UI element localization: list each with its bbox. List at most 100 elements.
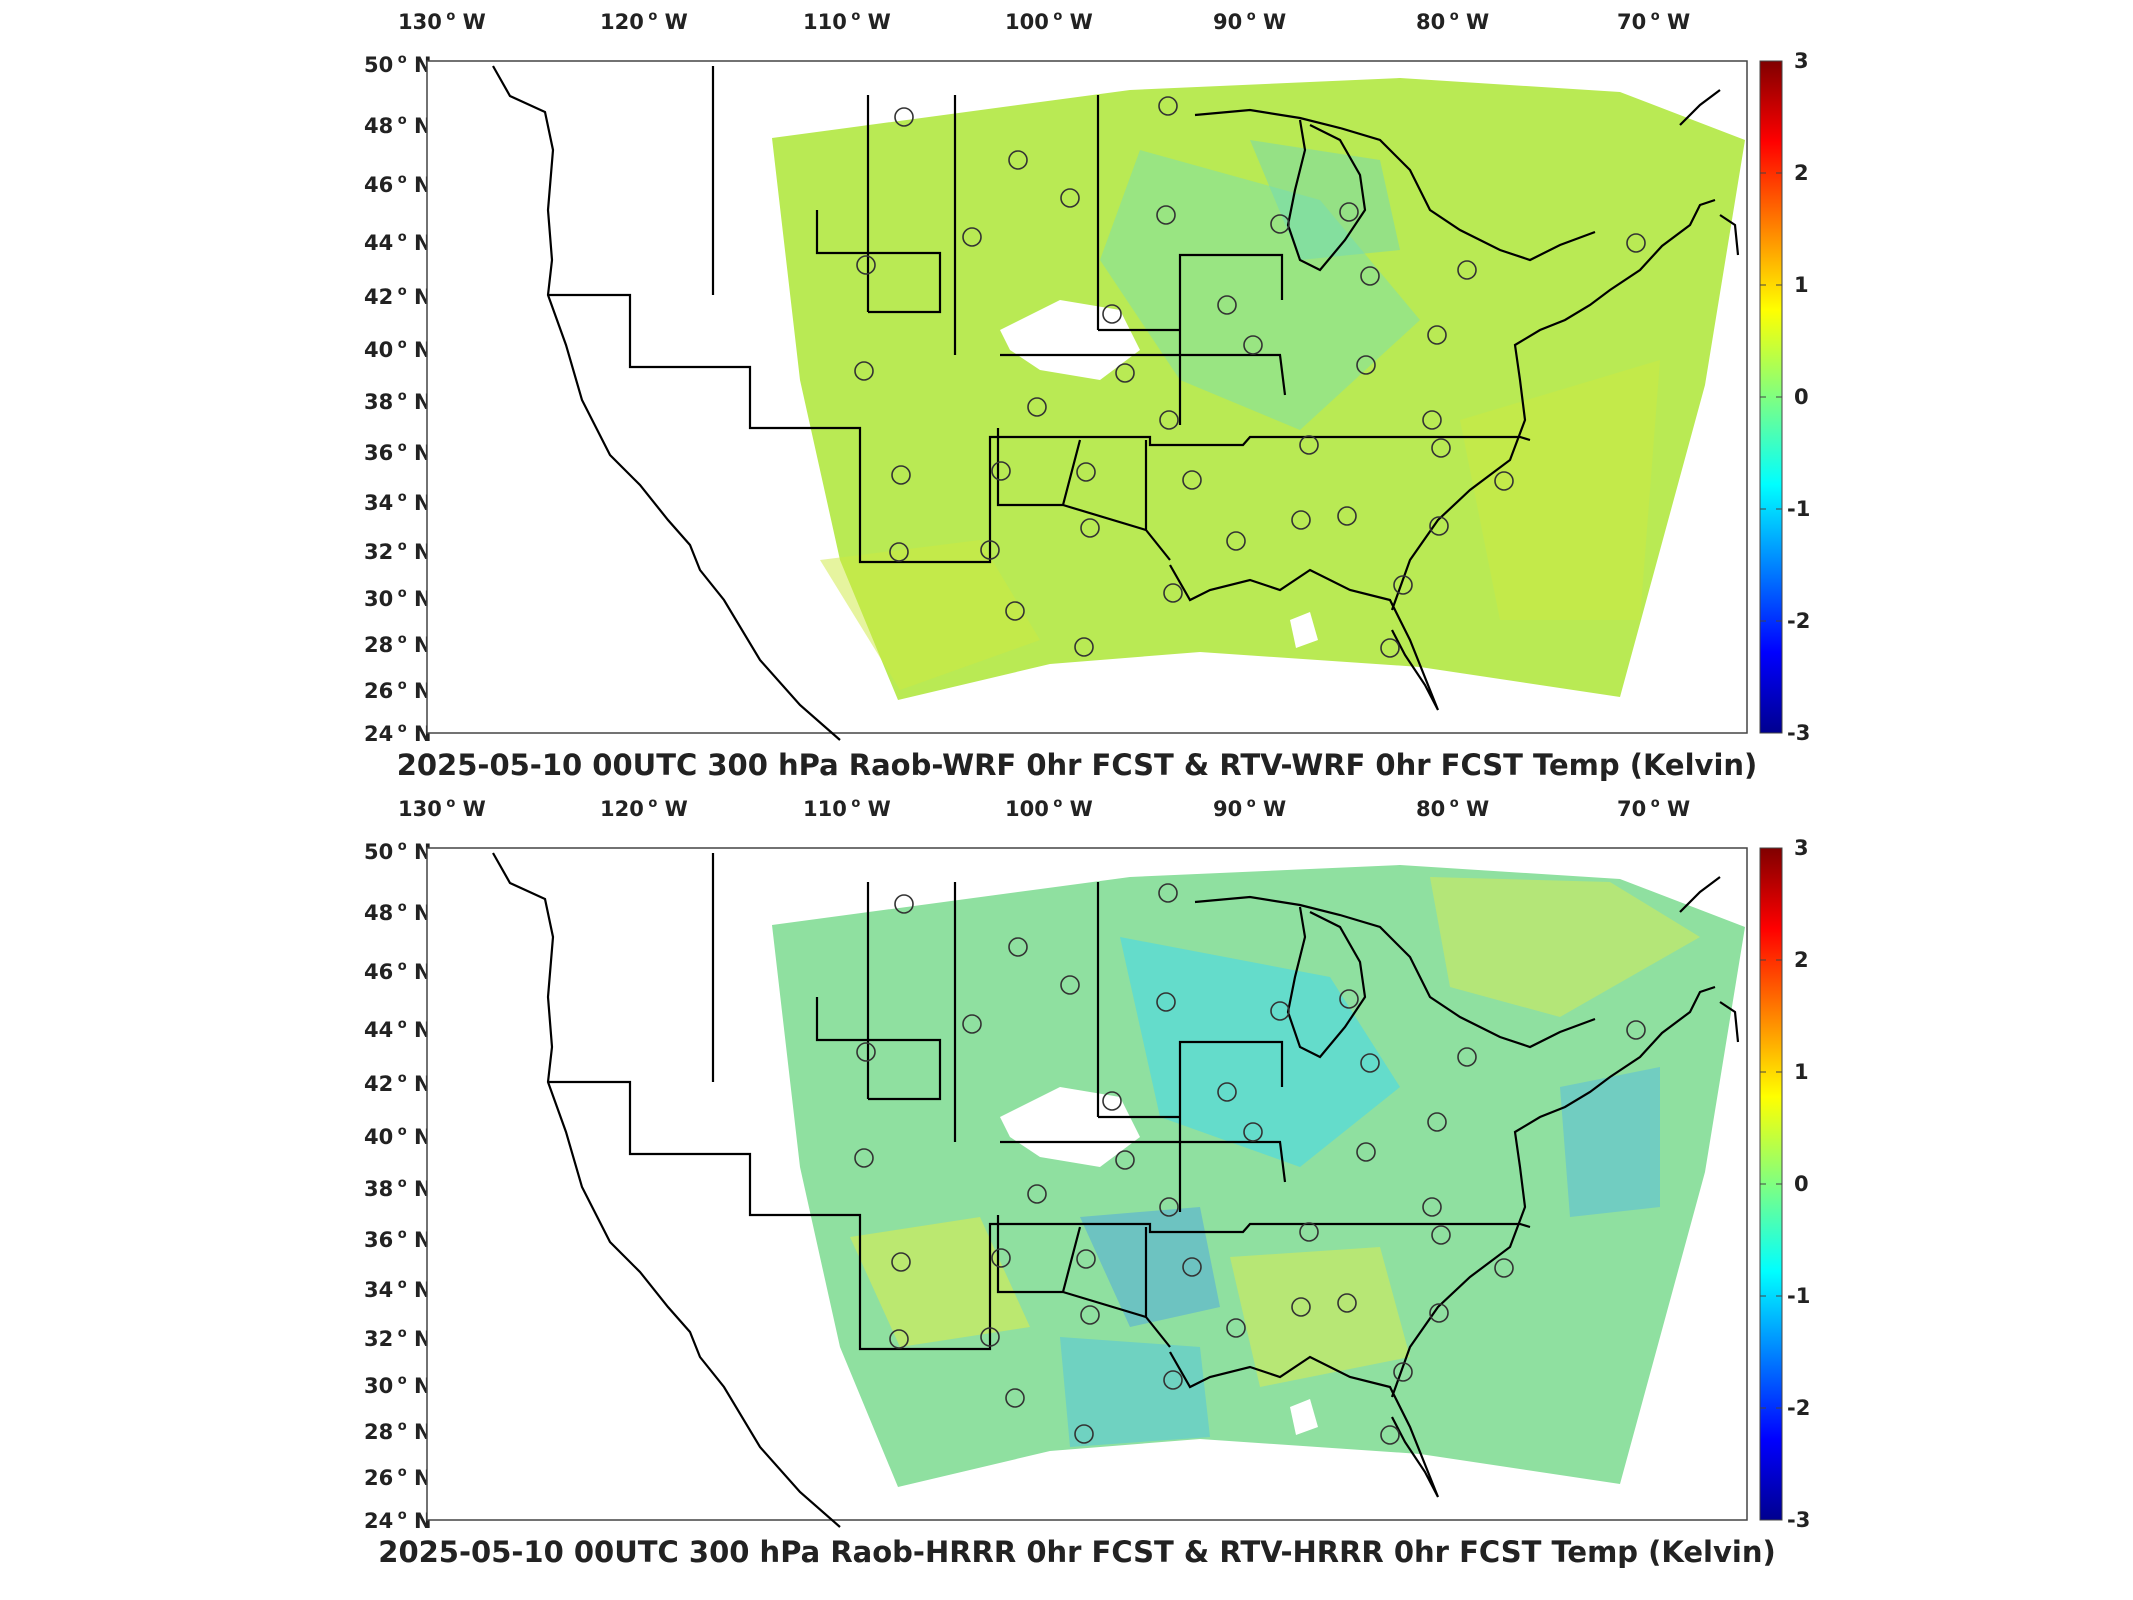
station-marker [1182,1257,1202,1277]
station-marker [1339,202,1359,222]
field-warm-anomaly-2 [1460,360,1660,620]
field-warm-anomaly-2 [1230,1247,1410,1387]
colorbar-tick: -2 [1787,609,1810,633]
station-marker [856,1042,876,1062]
interior-state-borders [711,66,1287,561]
station-marker [1115,1150,1135,1170]
latitude-labels: 50 o N 48 o N 46 o N 44 o N 42 o N 40 o … [364,839,432,1533]
station-marker [1299,1222,1319,1242]
station-marker [1427,1112,1447,1132]
station-marker [962,1014,982,1034]
map-borders [492,65,1740,741]
colorbar-tick: 1 [1794,273,1809,297]
lat-label-24n: 24 o N [364,721,432,746]
station-marker [962,227,982,247]
colorbar-tick: -3 [1787,721,1810,745]
panel-hrrr: 130 o W 120 o W 110 o W 100 o W 90 o W 8… [364,796,1810,1569]
lon-label-70w: 70 o W [1617,9,1690,34]
station-marker [1356,1142,1376,1162]
field-cool-anomaly-2 [1080,1207,1220,1327]
station-marker [1005,601,1025,621]
lon-label-90w: 90 o W [1213,9,1286,34]
map-axes [426,60,1748,741]
station-marker [1163,583,1183,603]
missing-data-area-2 [1290,612,1318,648]
colorbar-tick: 0 [1794,1172,1809,1196]
lat-label-48n: 48 o N [364,900,432,925]
station-marker [1156,992,1176,1012]
station-marker [1422,410,1442,430]
station-marker [1393,575,1413,595]
latitude-labels: 50 o N 48 o N 46 o N 44 o N 42 o N 40 o … [364,52,432,746]
model-domain-field [772,865,1745,1487]
panel-title: 2025-05-10 00UTC 300 hPa Raob-HRRR 0hr F… [378,1535,1775,1569]
lat-label-26n: 26 o N [364,1465,432,1490]
station-marker [1457,1047,1477,1067]
station-marker [1005,1388,1025,1408]
lon-label-80w: 80 o W [1416,9,1489,34]
station-marker [1027,397,1047,417]
lon-label-130w: 130 o W [398,9,486,34]
lon-label-90w: 90 o W [1213,796,1286,821]
station-marker [1159,410,1179,430]
lat-label-38n: 38 o N [364,1176,432,1201]
station-marker [1431,1225,1451,1245]
great-lakes-michigan [1286,906,1367,1059]
gulf-coastline [1169,564,1440,711]
station-marker [1429,1303,1449,1323]
station-marker [1008,937,1028,957]
lat-label-42n: 42 o N [364,1071,432,1096]
panel-wrf: 130 o W 120 o W 110 o W 100 o W 90 o W 8… [364,9,1810,782]
station-marker [1299,435,1319,455]
station-marker [1360,1053,1380,1073]
station-marker [1074,637,1094,657]
station-marker [1060,188,1080,208]
lon-label-110w: 110 o W [803,796,891,821]
east-coastline [1390,198,1716,611]
lat-label-24n: 24 o N [364,1508,432,1533]
station-marker [1182,470,1202,490]
colorbar-wrf: 3 2 1 0 -1 -2 -3 [1759,49,1810,745]
station-marker [1337,1293,1357,1313]
lat-label-42n: 42 o N [364,284,432,309]
map-borders [492,852,1740,1528]
field-cool-anomaly-3 [1560,1067,1660,1217]
station-marker [991,461,1011,481]
lon-label-130w: 130 o W [398,796,486,821]
lat-label-48n: 48 o N [364,113,432,138]
lat-label-50n: 50 o N [364,839,432,864]
station-marker [1217,1082,1237,1102]
field-warm-anomaly [820,540,1040,690]
longitude-labels: 130 o W 120 o W 110 o W 100 o W 90 o W 8… [398,796,1690,821]
station-marker [891,465,911,485]
colorbar-tick: 2 [1794,948,1809,972]
station-marker [1429,516,1449,536]
gulf-coastline [1169,1351,1440,1498]
station-marker [1427,325,1447,345]
station-marker [1360,266,1380,286]
station-marker [1102,304,1122,324]
station-marker [1226,1318,1246,1338]
lat-label-46n: 46 o N [364,959,432,984]
lon-label-120w: 120 o W [600,9,688,34]
station-marker [1027,1184,1047,1204]
lat-label-40n: 40 o N [364,337,432,362]
lat-label-46n: 46 o N [364,172,432,197]
lat-label-28n: 28 o N [364,632,432,657]
map-axes [426,847,1748,1528]
station-marker [1226,531,1246,551]
station-marker [1243,1122,1263,1142]
station-marker [889,542,909,562]
station-marker [1291,1297,1311,1317]
station-marker [856,255,876,275]
station-marker [1159,1197,1179,1217]
colorbar-tick: 0 [1794,385,1809,409]
station-marker [1339,989,1359,1009]
state-border-lines [548,293,1531,564]
east-coastline [1390,985,1716,1398]
colorbar-tick: 1 [1794,1060,1809,1084]
station-marker [1291,510,1311,530]
station-marker [1626,1020,1646,1040]
great-lakes-shoreline [1194,108,1596,262]
